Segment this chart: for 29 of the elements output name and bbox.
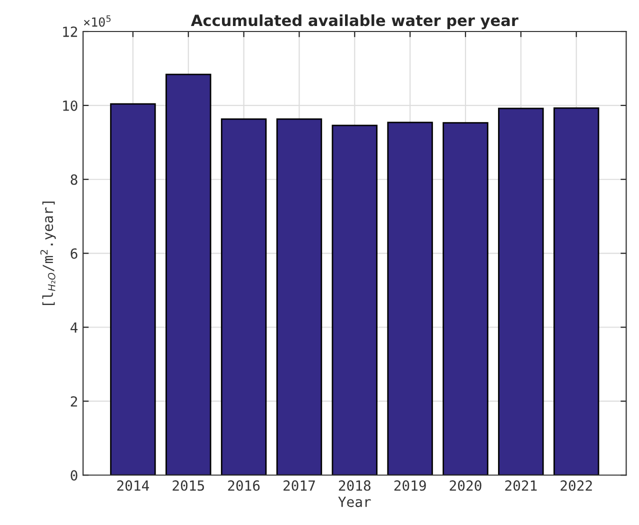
bar [498, 108, 544, 476]
bar [276, 118, 322, 476]
bar [387, 122, 433, 476]
text: ×10$^{5}$ [84, 15, 111, 27]
bar [332, 124, 378, 476]
x-tick-label: 2015 [172, 480, 204, 491]
x-tick-label: 2014 [117, 480, 150, 491]
y-tick-label: 6 [70, 248, 78, 259]
bar [110, 103, 156, 476]
chart-title: Accumulated available water per year [190, 14, 518, 30]
y-tick-label: 4 [70, 322, 78, 333]
x-tick-label: 2019 [394, 480, 426, 491]
bar [553, 107, 600, 476]
x-tick-label: 2016 [228, 480, 260, 491]
x-tick-label: 2018 [338, 480, 370, 491]
y-tick-label: 2 [70, 396, 78, 406]
y-tick-label: 8 [70, 174, 78, 185]
x-axis-title: Year [338, 496, 371, 508]
y-tick-label: 0 [70, 470, 78, 481]
x-tick-label: 2022 [560, 480, 592, 491]
x-tick-label: 2017 [284, 480, 315, 491]
bar [442, 122, 488, 476]
bar [166, 74, 212, 476]
y-tick-label: 10 [63, 100, 78, 111]
y-axis-title: [l$_{H₂O}$/m$^{2}$.year] [40, 202, 56, 306]
x-tick-label: 2020 [450, 480, 482, 491]
y-tick-label: 12 [63, 26, 78, 37]
bar [220, 118, 267, 476]
x-tick-label: 2021 [505, 480, 537, 491]
